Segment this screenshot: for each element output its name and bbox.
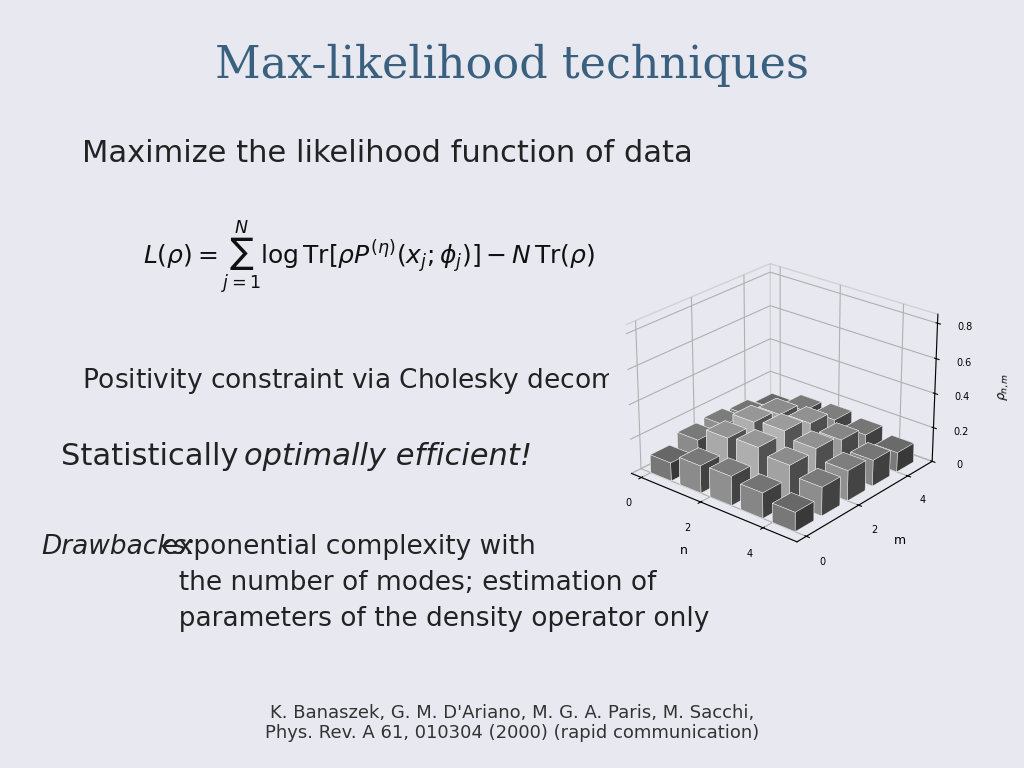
Text: optimally efficient!: optimally efficient! [244,442,531,472]
Text: Phys. Rev. A 61, 010304 (2000) (rapid communication): Phys. Rev. A 61, 010304 (2000) (rapid co… [265,724,759,743]
Text: Maximize the likelihood function of data: Maximize the likelihood function of data [82,139,692,168]
Text: Max-likelihood techniques: Max-likelihood techniques [215,44,809,87]
Text: K. Banaszek, G. M. D'Ariano, M. G. A. Paris, M. Sacchi,: K. Banaszek, G. M. D'Ariano, M. G. A. Pa… [270,703,754,722]
X-axis label: n: n [680,544,687,557]
Text: exponential complexity with
  the number of modes; estimation of
  parameters of: exponential complexity with the number o… [162,534,710,632]
Text: Statistically: Statistically [61,442,249,472]
Text: Positivity constraint via Cholesky decomposition $\rho = \tau^\dagger\tau$: Positivity constraint via Cholesky decom… [82,363,830,397]
Y-axis label: m: m [894,534,906,547]
Text: $L(\rho) = \sum_{j=1}^{N} \log \mathrm{Tr}[\rho P^{(\eta)}(x_j;\phi_j)] - N\,\ma: $L(\rho) = \sum_{j=1}^{N} \log \mathrm{T… [142,218,595,296]
Text: Drawbacks:: Drawbacks: [41,534,196,560]
